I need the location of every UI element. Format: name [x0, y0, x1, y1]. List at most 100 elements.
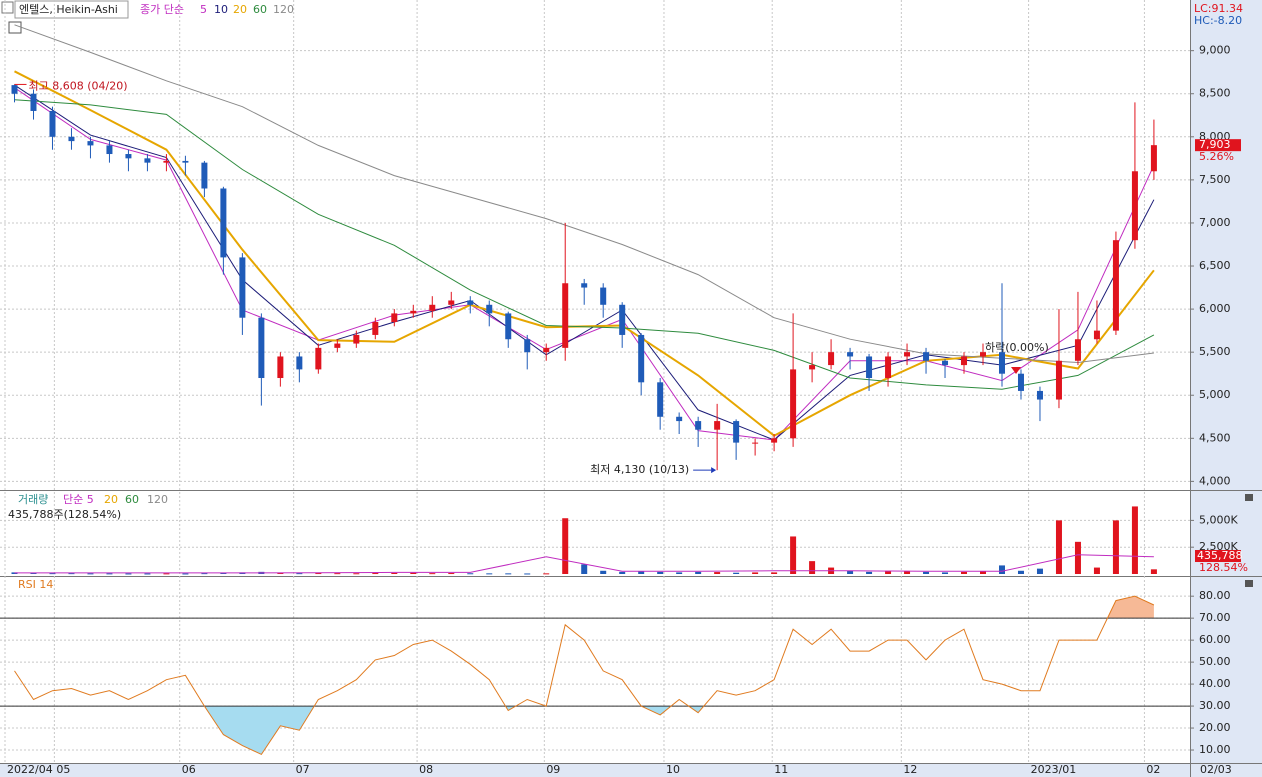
candle-body — [809, 365, 816, 370]
volume-bar — [657, 571, 664, 574]
y-tick-label: 4,000 — [1199, 474, 1231, 487]
y-tick-label: 9,000 — [1199, 44, 1231, 57]
volume-bar — [771, 572, 778, 574]
candle-body — [961, 356, 968, 366]
x-tick-label: 2023/01 — [1031, 763, 1077, 776]
lc-label: LC:91.34 — [1194, 2, 1243, 15]
candle-body — [353, 334, 360, 344]
candle-body — [144, 158, 151, 163]
x-tick-label: 09 — [546, 763, 560, 776]
y-tick-label: 4,500 — [1199, 431, 1231, 444]
candle-body — [1112, 240, 1119, 331]
volume-bar — [410, 572, 417, 574]
candle-body — [657, 382, 664, 417]
x-tick-label: 12 — [903, 763, 917, 776]
menu-icon[interactable] — [1, 1, 14, 14]
legend-entry: 10 — [214, 3, 228, 16]
y-tick-label: 20.00 — [1199, 721, 1231, 734]
y-tick-label: 50.00 — [1199, 655, 1231, 668]
volume-bar — [1093, 567, 1100, 574]
candle-body — [448, 300, 455, 305]
candle-body — [1055, 360, 1062, 400]
legend-entry: 60 — [253, 3, 267, 16]
volume-plot — [11, 506, 1157, 575]
candle-body — [600, 287, 607, 305]
candle-body — [733, 421, 740, 443]
y-tick-label: 80.00 — [1199, 589, 1231, 602]
volume-badge — [1195, 550, 1241, 562]
candle-body — [695, 421, 702, 430]
volume-bar — [524, 573, 531, 575]
candle-body — [49, 110, 56, 137]
legend-entry: 단순 5 — [63, 493, 94, 506]
candle-body — [106, 145, 113, 155]
candle-body — [277, 356, 284, 379]
y-tick-label: 60.00 — [1199, 633, 1231, 646]
rsi-high-fill — [1107, 596, 1154, 619]
y-tick-label: 70.00 — [1199, 611, 1231, 624]
candle-body — [182, 160, 189, 163]
candle-body — [87, 141, 94, 146]
volume-bar — [372, 573, 379, 575]
legend-entry: 120 — [147, 493, 168, 506]
end-date-label: 02/03 — [1200, 763, 1232, 776]
rsi-title: RSI 14 — [18, 578, 53, 591]
candle-body — [68, 136, 75, 142]
candle-body — [315, 347, 322, 370]
volume-bar — [163, 573, 170, 575]
volume-ratio-label: 128.54% — [1199, 561, 1248, 574]
volume-bar — [619, 571, 626, 574]
legend-label: 종가 단순 — [140, 3, 184, 16]
candle-body — [923, 352, 930, 361]
candle-body — [638, 334, 645, 383]
y-tick-label: 5,000K — [1199, 513, 1238, 526]
y-tick-label: 2,500K — [1199, 540, 1238, 553]
candle-body — [1036, 390, 1043, 400]
candle-body — [543, 347, 550, 353]
candle-body — [524, 339, 531, 353]
candle-body — [1017, 373, 1024, 391]
volume-bar — [961, 571, 968, 574]
arrow-head — [711, 467, 717, 474]
y-tick-label: 30.00 — [1199, 699, 1231, 712]
volume-bar — [106, 573, 113, 575]
x-tick-label: 2022/04 — [7, 763, 53, 776]
candle-body — [1131, 171, 1138, 241]
change-label: 5.26% — [1199, 150, 1234, 163]
candle-body — [1150, 145, 1157, 172]
signal-arrow — [1011, 367, 1021, 374]
volume-bar — [277, 572, 284, 574]
candle-body — [885, 356, 892, 379]
volume-bar — [790, 536, 797, 574]
candle-body — [619, 304, 626, 335]
volume-average-line — [14, 554, 1154, 574]
volume-bar — [714, 572, 721, 574]
volume-bar — [866, 571, 873, 574]
x-tick-label: 06 — [182, 763, 196, 776]
price-plot — [11, 24, 1157, 471]
volume-bar — [543, 573, 550, 575]
candle-body — [505, 313, 512, 340]
volume-bar — [125, 573, 132, 575]
volume-bar — [296, 573, 303, 575]
candle-body — [391, 313, 398, 323]
volume-bar — [1074, 541, 1081, 574]
volume-bar — [467, 573, 474, 575]
candle-body — [714, 421, 721, 430]
panel-button[interactable] — [1245, 494, 1253, 501]
x-tick-label: 11 — [774, 763, 788, 776]
candle-body — [163, 160, 170, 163]
candle-body — [581, 283, 588, 288]
volume-bar — [1150, 569, 1157, 574]
volume-bar — [505, 573, 512, 575]
volume-bar — [1017, 570, 1024, 574]
panel-button[interactable] — [1245, 580, 1253, 587]
volume-bar — [998, 565, 1005, 574]
y-tick-label: 8,500 — [1199, 87, 1231, 100]
volume-bar — [733, 572, 740, 574]
candle-body — [11, 85, 18, 94]
volume-bar — [676, 572, 683, 574]
y-tick-label: 7,500 — [1199, 173, 1231, 186]
candle-body — [486, 304, 493, 314]
